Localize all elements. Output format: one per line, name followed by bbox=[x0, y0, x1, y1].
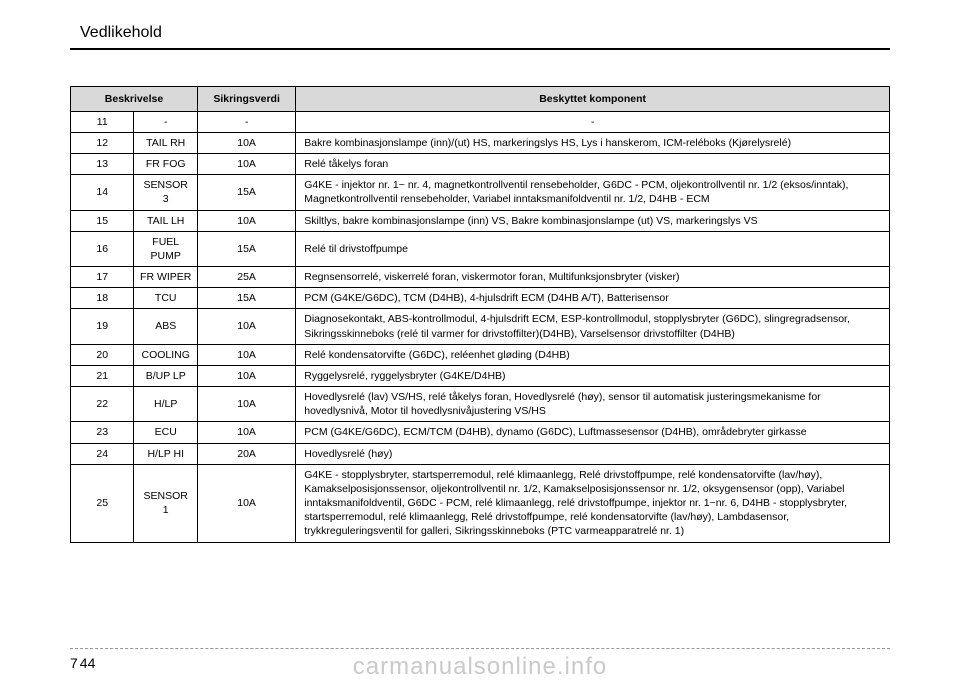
table-row: 21B/UP LP10ARyggelysrelé, ryggelysbryter… bbox=[71, 365, 890, 386]
table-row: 19ABS10ADiagnosekontakt, ABS-kontrollmod… bbox=[71, 309, 890, 344]
cell-desc: Skiltlys, bakre kombinasjonslampe (inn) … bbox=[296, 210, 890, 231]
cell-rating: 10A bbox=[197, 210, 295, 231]
cell-rating: 10A bbox=[197, 132, 295, 153]
cell-rating: 10A bbox=[197, 344, 295, 365]
cell-rating: - bbox=[197, 111, 295, 132]
cell-name: SENSOR 1 bbox=[134, 464, 197, 542]
table-row: 16FUEL PUMP15ARelé til drivstoffpumpe bbox=[71, 231, 890, 266]
cell-name: FUEL PUMP bbox=[134, 231, 197, 266]
cell-num: 18 bbox=[71, 288, 134, 309]
cell-name: ABS bbox=[134, 309, 197, 344]
table-row: 14SENSOR 315AG4KE - injektor nr. 1~ nr. … bbox=[71, 175, 890, 210]
cell-name: B/UP LP bbox=[134, 365, 197, 386]
cell-num: 17 bbox=[71, 267, 134, 288]
cell-rating: 15A bbox=[197, 231, 295, 266]
table-row: 15TAIL LH10ASkiltlys, bakre kombinasjons… bbox=[71, 210, 890, 231]
cell-rating: 25A bbox=[197, 267, 295, 288]
header-underline bbox=[70, 48, 890, 50]
cell-num: 22 bbox=[71, 387, 134, 422]
cell-num: 15 bbox=[71, 210, 134, 231]
cell-num: 25 bbox=[71, 464, 134, 542]
cell-num: 24 bbox=[71, 443, 134, 464]
cell-name: TAIL RH bbox=[134, 132, 197, 153]
cell-desc: Hovedlysrelé (høy) bbox=[296, 443, 890, 464]
table-header: Beskrivelse Sikringsverdi Beskyttet komp… bbox=[71, 86, 890, 111]
table-row: 23ECU10APCM (G4KE/G6DC), ECM/TCM (D4HB),… bbox=[71, 422, 890, 443]
cell-num: 21 bbox=[71, 365, 134, 386]
header-row: Vedlikehold bbox=[70, 24, 890, 42]
table-row: 20COOLING10ARelé kondensatorvifte (G6DC)… bbox=[71, 344, 890, 365]
cell-desc: Diagnosekontakt, ABS-kontrollmodul, 4-hj… bbox=[296, 309, 890, 344]
cell-desc: Regnsensorrelé, viskerrelé foran, visker… bbox=[296, 267, 890, 288]
cell-desc: G4KE - injektor nr. 1~ nr. 4, magnetkont… bbox=[296, 175, 890, 210]
cell-rating: 10A bbox=[197, 309, 295, 344]
table-row: 22H/LP10AHovedlysrelé (lav) VS/HS, relé … bbox=[71, 387, 890, 422]
cell-desc: G4KE - stopplysbryter, startsperremodul,… bbox=[296, 464, 890, 542]
cell-rating: 20A bbox=[197, 443, 295, 464]
cell-rating: 10A bbox=[197, 387, 295, 422]
page-container: Vedlikehold Beskrivelse Sikringsverdi Be… bbox=[0, 0, 960, 543]
table-row: 13FR FOG10ARelé tåkelys foran bbox=[71, 154, 890, 175]
table-row: 17FR WIPER25ARegnsensorrelé, viskerrelé … bbox=[71, 267, 890, 288]
cell-desc: Bakre kombinasjonslampe (inn)/(ut) HS, m… bbox=[296, 132, 890, 153]
table-row: 25SENSOR 110AG4KE - stopplysbryter, star… bbox=[71, 464, 890, 542]
table-row: 18TCU15APCM (G4KE/G6DC), TCM (D4HB), 4-h… bbox=[71, 288, 890, 309]
table-row: 24H/LP HI20AHovedlysrelé (høy) bbox=[71, 443, 890, 464]
cell-num: 19 bbox=[71, 309, 134, 344]
cell-num: 16 bbox=[71, 231, 134, 266]
cell-desc: - bbox=[296, 111, 890, 132]
table-body: 11---12TAIL RH10ABakre kombinasjonslampe… bbox=[71, 111, 890, 542]
cell-name: SENSOR 3 bbox=[134, 175, 197, 210]
cell-rating: 10A bbox=[197, 422, 295, 443]
cell-rating: 15A bbox=[197, 288, 295, 309]
cell-name: FR WIPER bbox=[134, 267, 197, 288]
cell-num: 23 bbox=[71, 422, 134, 443]
cell-name: TAIL LH bbox=[134, 210, 197, 231]
cell-num: 14 bbox=[71, 175, 134, 210]
table-row: 11--- bbox=[71, 111, 890, 132]
cell-rating: 15A bbox=[197, 175, 295, 210]
cell-name: H/LP bbox=[134, 387, 197, 422]
cell-num: 12 bbox=[71, 132, 134, 153]
header-beskrivelse: Beskrivelse bbox=[71, 86, 198, 111]
header-sikringsverdi: Sikringsverdi bbox=[197, 86, 295, 111]
cell-name: COOLING bbox=[134, 344, 197, 365]
cell-desc: Relé til drivstoffpumpe bbox=[296, 231, 890, 266]
cell-desc: PCM (G4KE/G6DC), ECM/TCM (D4HB), dynamo … bbox=[296, 422, 890, 443]
cell-name: FR FOG bbox=[134, 154, 197, 175]
table-row: 12TAIL RH10ABakre kombinasjonslampe (inn… bbox=[71, 132, 890, 153]
cell-desc: Relé kondensatorvifte (G6DC), reléenhet … bbox=[296, 344, 890, 365]
cell-name: TCU bbox=[134, 288, 197, 309]
cell-rating: 10A bbox=[197, 154, 295, 175]
footer-divider bbox=[70, 648, 890, 649]
cell-desc: Hovedlysrelé (lav) VS/HS, relé tåkelys f… bbox=[296, 387, 890, 422]
cell-num: 20 bbox=[71, 344, 134, 365]
cell-name: - bbox=[134, 111, 197, 132]
cell-name: H/LP HI bbox=[134, 443, 197, 464]
cell-name: ECU bbox=[134, 422, 197, 443]
cell-rating: 10A bbox=[197, 365, 295, 386]
section-title: Vedlikehold bbox=[80, 24, 162, 42]
cell-num: 11 bbox=[71, 111, 134, 132]
cell-desc: PCM (G4KE/G6DC), TCM (D4HB), 4-hjulsdrif… bbox=[296, 288, 890, 309]
cell-desc: Ryggelysrelé, ryggelysbryter (G4KE/D4HB) bbox=[296, 365, 890, 386]
fuse-table: Beskrivelse Sikringsverdi Beskyttet komp… bbox=[70, 86, 890, 543]
header-beskyttet: Beskyttet komponent bbox=[296, 86, 890, 111]
watermark: carmanualsonline.info bbox=[0, 653, 960, 681]
cell-desc: Relé tåkelys foran bbox=[296, 154, 890, 175]
cell-rating: 10A bbox=[197, 464, 295, 542]
cell-num: 13 bbox=[71, 154, 134, 175]
